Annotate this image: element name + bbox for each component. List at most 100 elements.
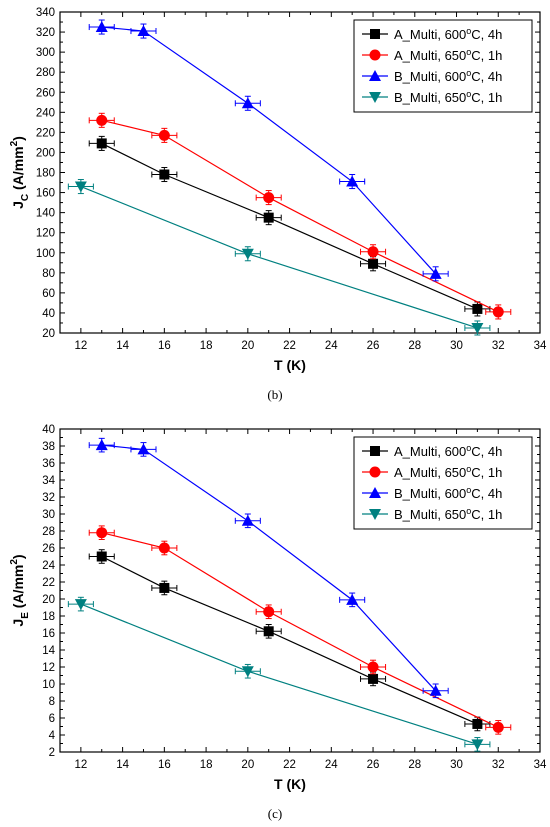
legend-label-sup: o bbox=[466, 506, 471, 516]
legend-marker bbox=[369, 466, 381, 478]
legend-marker bbox=[370, 29, 380, 39]
x-tick-label: 14 bbox=[116, 340, 129, 352]
panel-caption: (b) bbox=[267, 387, 282, 402]
data-point bbox=[137, 443, 150, 455]
y-tick-label: 60 bbox=[42, 288, 55, 300]
y-tick-label: 14 bbox=[42, 645, 55, 657]
y-tick-label: 22 bbox=[42, 577, 55, 589]
x-tick-label: 26 bbox=[367, 759, 380, 771]
y-tick-label: 2 bbox=[49, 747, 55, 759]
x-axis-label: T (K) bbox=[274, 357, 306, 373]
legend: A_Multi, 600oC, 4hA_Multi, 650oC, 1hB_Mu… bbox=[353, 436, 533, 530]
data-point bbox=[96, 114, 108, 126]
legend-marker bbox=[369, 92, 381, 103]
legend-label: A_Multi, 650oC, 1h bbox=[394, 47, 502, 63]
legend-label-pre: B_Multi, 600 bbox=[394, 486, 466, 501]
y-axis-label: JE (A/mm2) bbox=[9, 554, 31, 626]
x-tick-label: 28 bbox=[408, 340, 421, 352]
x-tick-label: 12 bbox=[74, 759, 87, 771]
y-tick-label: 4 bbox=[49, 730, 56, 742]
y-tick-label: 340 bbox=[36, 7, 55, 19]
series-triangle-down bbox=[67, 179, 491, 336]
series-line bbox=[101, 142, 478, 310]
data-point bbox=[492, 306, 504, 318]
legend-label-sup: o bbox=[466, 68, 471, 78]
data-point bbox=[241, 97, 254, 109]
y-axis-label: JC (A/mm2) bbox=[9, 136, 31, 209]
legend-label: B_Multi, 600oC, 4h bbox=[394, 485, 502, 501]
x-tick-label: 14 bbox=[116, 759, 129, 771]
y-axis-label-sub: C bbox=[20, 194, 31, 201]
series-line bbox=[80, 185, 478, 329]
x-tick-label: 28 bbox=[408, 759, 421, 771]
legend-label-sup: o bbox=[466, 89, 471, 99]
y-tick-label: 12 bbox=[42, 662, 55, 674]
chart-panel-c: 12 14 16 18 20 22 24 26 28 30 32 342468101214161820… bbox=[9, 424, 547, 821]
legend-label-pre: A_Multi, 600 bbox=[394, 27, 466, 42]
series-line bbox=[80, 603, 478, 745]
y-tick-label: 40 bbox=[42, 308, 55, 320]
series-line bbox=[101, 555, 478, 725]
legend-item: B_Multi, 600oC, 4h bbox=[362, 485, 502, 501]
y-tick-label: 20 bbox=[42, 328, 55, 340]
legend-marker bbox=[369, 70, 381, 81]
legend-label-post: C, 4h bbox=[471, 27, 502, 42]
data-point bbox=[158, 542, 170, 554]
y-tick-label: 16 bbox=[42, 628, 55, 640]
data-point bbox=[74, 599, 87, 611]
legend: A_Multi, 600oC, 4hA_Multi, 650oC, 1hB_Mu… bbox=[353, 19, 533, 113]
legend-marker bbox=[369, 487, 381, 498]
legend-label-pre: A_Multi, 650 bbox=[394, 48, 466, 63]
y-axis-label-end: ) bbox=[10, 554, 26, 559]
legend-label-pre: B_Multi, 650 bbox=[394, 90, 466, 105]
data-point bbox=[471, 322, 484, 334]
y-tick-label: 240 bbox=[36, 107, 55, 119]
legend-label-pre: A_Multi, 650 bbox=[394, 465, 466, 480]
x-tick-label: 18 bbox=[200, 759, 213, 771]
y-tick-label: 28 bbox=[42, 526, 55, 538]
data-point bbox=[159, 582, 170, 593]
y-axis-label-unit: (A/mm bbox=[10, 565, 26, 612]
data-point bbox=[241, 666, 254, 678]
legend-label-sup: o bbox=[466, 443, 471, 453]
data-point bbox=[159, 169, 170, 180]
series-line bbox=[101, 532, 499, 728]
series-square bbox=[88, 549, 491, 732]
y-axis-label-sub: E bbox=[20, 612, 31, 619]
data-point bbox=[429, 267, 442, 279]
legend-label-sup: o bbox=[466, 485, 471, 495]
y-tick-label: 24 bbox=[42, 560, 55, 572]
y-tick-label: 38 bbox=[42, 441, 55, 453]
y-tick-label: 6 bbox=[49, 713, 55, 725]
series-triangle-up bbox=[88, 437, 449, 699]
y-tick-label: 140 bbox=[36, 208, 55, 220]
data-point bbox=[368, 673, 379, 684]
y-tick-label: 180 bbox=[36, 168, 55, 180]
y-axis-label-sup: 2 bbox=[9, 140, 20, 146]
legend-label: B_Multi, 650oC, 1h bbox=[394, 506, 502, 522]
y-tick-label: 220 bbox=[36, 127, 55, 139]
legend-label-post: C, 4h bbox=[471, 486, 502, 501]
x-tick-label: 34 bbox=[534, 759, 547, 771]
x-tick-label: 30 bbox=[450, 759, 463, 771]
data-point bbox=[263, 212, 274, 223]
legend-label: A_Multi, 600oC, 4h bbox=[394, 26, 502, 42]
data-point bbox=[241, 248, 254, 260]
data-point bbox=[471, 739, 484, 751]
legend-item: B_Multi, 650oC, 1h bbox=[362, 506, 502, 522]
x-tick-label: 30 bbox=[450, 340, 463, 352]
y-tick-label: 34 bbox=[42, 475, 55, 487]
legend-label-sup: o bbox=[466, 47, 471, 57]
data-point bbox=[95, 21, 108, 33]
legend-item: B_Multi, 600oC, 4h bbox=[362, 68, 502, 84]
chart-panel-b: 12 14 16 18 20 22 24 26 28 30 32 34 20 40 60 80 100 120 14… bbox=[9, 7, 547, 402]
data-point bbox=[367, 246, 379, 258]
legend-item: A_Multi, 650oC, 1h bbox=[362, 47, 502, 63]
y-tick-label: 160 bbox=[36, 188, 55, 200]
legend-marker bbox=[369, 49, 381, 61]
legend-label-post: C, 1h bbox=[471, 48, 502, 63]
legend-label-sup: o bbox=[466, 464, 471, 474]
x-tick-label: 22 bbox=[283, 759, 296, 771]
x-tick-label: 16 bbox=[158, 759, 171, 771]
